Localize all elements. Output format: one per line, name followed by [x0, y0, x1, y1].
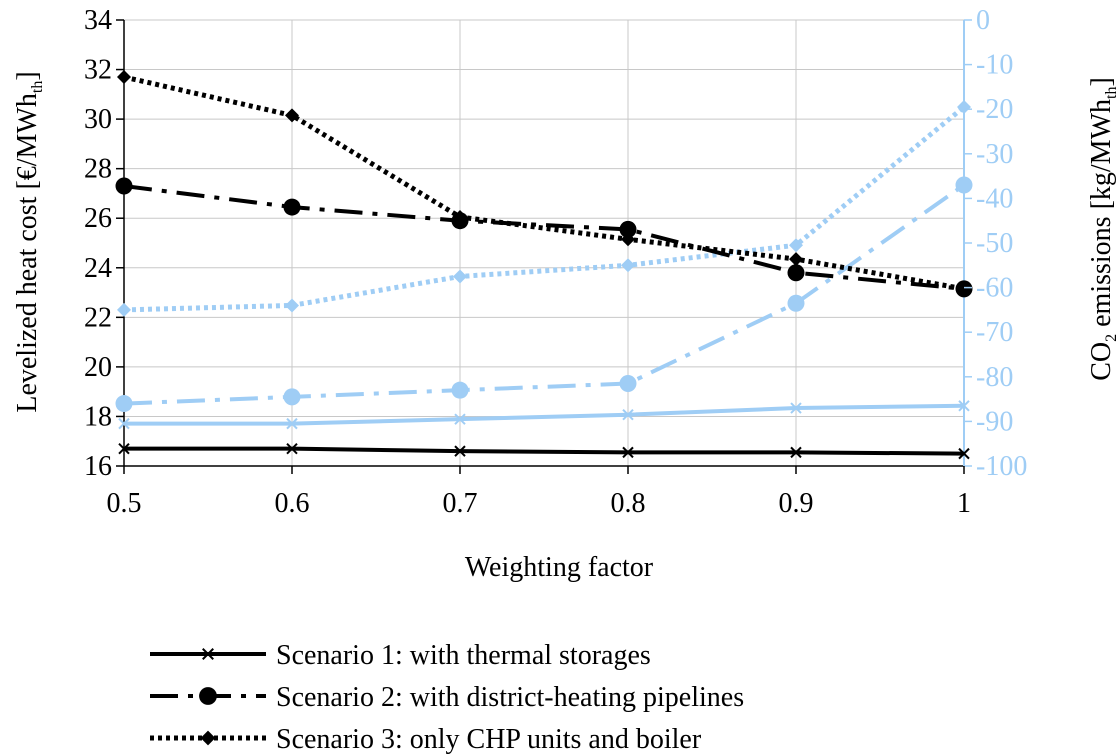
legend-label: Scenario 3: only CHP units and boiler — [276, 724, 702, 755]
marker-diamond — [621, 258, 635, 273]
marker-diamond — [957, 281, 971, 296]
y-left-tick-label: 22 — [84, 302, 112, 333]
marker-x — [454, 413, 466, 425]
x-tick-label: 0.7 — [443, 488, 478, 519]
legend-label: Scenario 1: with thermal storages — [276, 640, 651, 671]
series-line — [124, 446, 965, 456]
series-line — [124, 403, 965, 426]
marker-diamond — [117, 302, 131, 317]
series-emissions-x — [118, 400, 970, 430]
y-left-tick-label: 34 — [84, 5, 112, 36]
y-left-tick-label: 18 — [84, 401, 112, 432]
y-axis-right-title: CO2 emissions [kg/MWhth] — [1086, 77, 1118, 381]
marker-circle — [283, 388, 301, 406]
marker-x — [790, 446, 802, 459]
series — [115, 69, 973, 460]
marker-x — [958, 447, 970, 460]
y-right-tick-label: -60 — [976, 273, 1013, 304]
y-right-tick-label: -30 — [976, 139, 1013, 170]
y-left-tick-label: 28 — [84, 154, 112, 185]
marker-diamond — [453, 209, 467, 224]
y-left-tick-label: 32 — [84, 55, 112, 86]
marker-circle — [115, 177, 133, 195]
x-tick-label: 0.9 — [779, 488, 814, 519]
marker-x — [286, 442, 298, 455]
legend: Scenario 1: with thermal storages Scenari… — [150, 640, 744, 755]
marker-diamond — [789, 252, 803, 267]
marker-circle — [115, 395, 133, 413]
marker-circle — [619, 374, 637, 392]
y-left-tick-label: 16 — [84, 451, 112, 482]
y-axis-left-title: Levelized heat cost [€/MWhth] — [12, 71, 46, 412]
marker-x — [790, 402, 802, 414]
marker-x — [622, 409, 634, 421]
x-tick-label: 0.8 — [611, 488, 646, 519]
marker-diamond — [117, 69, 131, 84]
marker-x — [622, 446, 634, 459]
legend-label: Scenario 2: with district-heating pipeli… — [276, 682, 744, 713]
marker-circle — [199, 687, 217, 705]
y-left-tick-label: 24 — [84, 253, 112, 284]
series-emissions-circle — [115, 176, 973, 413]
marker-circle — [955, 176, 973, 194]
series-line — [123, 105, 966, 313]
x-tick-label: 0.6 — [275, 488, 310, 519]
y-left-tick-label: 26 — [84, 203, 112, 234]
marker-diamond — [789, 238, 803, 253]
marker-circle — [787, 294, 805, 312]
series-line — [123, 184, 965, 291]
marker-x — [286, 417, 298, 430]
marker-circle — [619, 220, 637, 238]
marker-x — [958, 400, 970, 412]
series-cost-diamond — [117, 69, 971, 296]
marker-diamond — [285, 108, 299, 123]
marker-diamond — [621, 232, 635, 247]
marker-x — [202, 648, 214, 660]
marker-diamond — [453, 269, 467, 284]
x-tick-label: 0.5 — [107, 488, 142, 519]
series-cost-circle — [115, 177, 973, 298]
x-tick-label: 1 — [957, 488, 971, 519]
series-emissions-diamond — [117, 99, 971, 317]
marker-diamond — [957, 99, 971, 114]
marker-circle — [787, 264, 805, 282]
x-axis-title: Weighting factor — [465, 552, 654, 583]
ticks: 16 18 20 22 24 26 28 30 32 34 0 -10 -20 -30 -40 -50 -60 -… — [84, 5, 1027, 519]
marker-diamond — [285, 298, 299, 313]
y-left-tick-label: 30 — [84, 104, 112, 135]
y-right-tick-label: -90 — [976, 406, 1013, 437]
y-right-tick-label: -50 — [976, 228, 1013, 259]
series-line — [123, 74, 965, 292]
y-right-tick-label: -10 — [976, 50, 1013, 81]
marker-circle — [451, 381, 469, 399]
legend-item: Scenario 3: only CHP units and boiler — [150, 724, 702, 755]
y-right-tick-label: -70 — [976, 317, 1013, 348]
y-right-tick-label: -100 — [976, 451, 1027, 482]
marker-x — [118, 442, 130, 455]
marker-diamond — [200, 730, 216, 746]
y-right-tick-label: -20 — [976, 94, 1013, 125]
marker-x — [118, 417, 130, 430]
legend-item: Scenario 1: with thermal storages — [150, 640, 651, 671]
y-right-tick-label: -80 — [976, 362, 1013, 393]
series-cost-x — [118, 442, 970, 460]
y-right-tick-label: 0 — [976, 5, 990, 36]
y-left-tick-label: 20 — [84, 352, 112, 383]
marker-x — [454, 445, 466, 457]
legend-item: Scenario 2: with district-heating pipeli… — [150, 682, 744, 713]
marker-circle — [283, 198, 301, 216]
y-right-tick-label: -40 — [976, 183, 1013, 214]
